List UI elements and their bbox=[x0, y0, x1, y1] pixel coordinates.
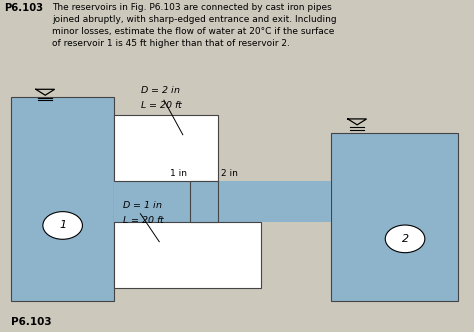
Text: 1 in: 1 in bbox=[170, 169, 187, 178]
Text: P6.103: P6.103 bbox=[4, 3, 43, 13]
Bar bbox=[331, 133, 458, 301]
Text: $D$ = 1 in
$L$ = 20 ft: $D$ = 1 in $L$ = 20 ft bbox=[121, 199, 165, 225]
Text: P6.103: P6.103 bbox=[11, 317, 52, 327]
Circle shape bbox=[43, 211, 82, 239]
Bar bbox=[11, 97, 115, 301]
Text: 1: 1 bbox=[59, 220, 66, 230]
Bar bbox=[115, 181, 331, 222]
Text: $D$ = 2 in
$L$ = 20 ft: $D$ = 2 in $L$ = 20 ft bbox=[140, 84, 184, 110]
Circle shape bbox=[385, 225, 425, 253]
Text: The reservoirs in Fig. P6.103 are connected by cast iron pipes
joined abruptly, : The reservoirs in Fig. P6.103 are connec… bbox=[52, 3, 337, 48]
Bar bbox=[115, 222, 261, 288]
Text: 2: 2 bbox=[401, 234, 409, 244]
Bar bbox=[115, 115, 218, 181]
Text: 2 in: 2 in bbox=[221, 169, 238, 178]
Bar bbox=[190, 181, 218, 222]
